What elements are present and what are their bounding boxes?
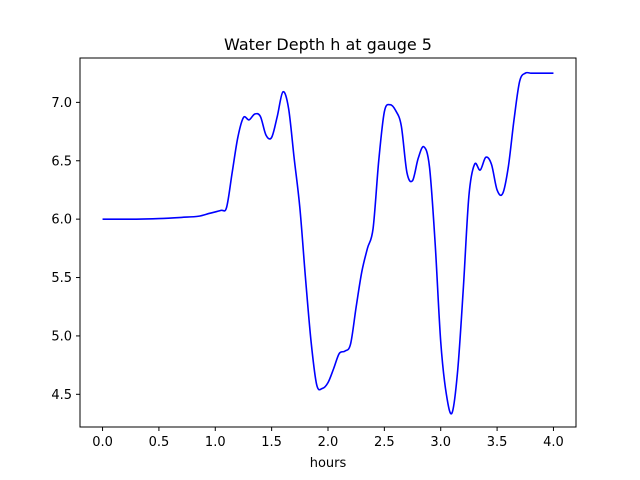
x-tick-label: 3.5 bbox=[487, 435, 508, 450]
x-tick-label: 2.0 bbox=[318, 435, 339, 450]
y-axis: 4.5 5.0 5.5 6.0 6.5 7.0 bbox=[51, 96, 80, 403]
y-tick-label: 6.5 bbox=[51, 154, 72, 169]
x-axis: 0.0 0.5 1.0 1.5 2.0 2.5 3.0 3.5 4.0 bbox=[92, 427, 564, 450]
x-tick-label: 1.0 bbox=[205, 435, 226, 450]
y-tick-label: 6.0 bbox=[51, 213, 72, 228]
chart-title: Water Depth h at gauge 5 bbox=[224, 35, 432, 54]
y-tick-label: 4.5 bbox=[51, 388, 72, 403]
y-tick-label: 7.0 bbox=[51, 96, 72, 111]
x-tick-label: 1.5 bbox=[261, 435, 282, 450]
x-tick-label: 0.0 bbox=[92, 435, 113, 450]
plot-series bbox=[102, 71, 554, 415]
y-tick-label: 5.0 bbox=[51, 329, 72, 344]
x-tick-label: 0.5 bbox=[149, 435, 170, 450]
x-tick-label: 4.0 bbox=[543, 435, 564, 450]
x-axis-label: hours bbox=[310, 456, 347, 471]
x-tick-label: 2.5 bbox=[374, 435, 395, 450]
x-tick-label: 3.0 bbox=[430, 435, 451, 450]
series-line-0 bbox=[102, 71, 554, 415]
y-tick-label: 5.5 bbox=[51, 271, 72, 286]
